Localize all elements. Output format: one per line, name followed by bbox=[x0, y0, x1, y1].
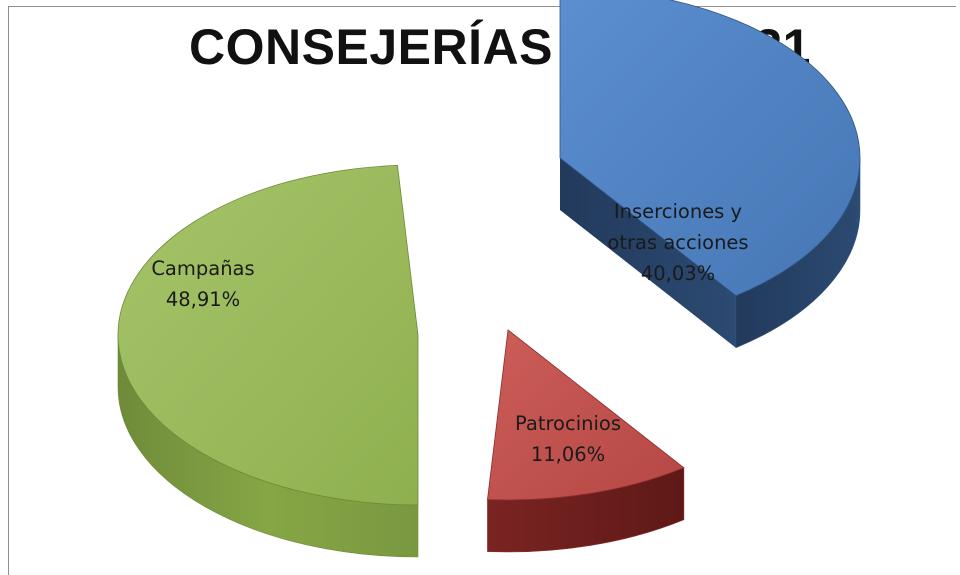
chart-border bbox=[8, 6, 956, 575]
data-label-value: 48,91% bbox=[166, 288, 240, 311]
data-label-inserciones-y-otras-acciones: Inserciones y otras acciones 40,03% bbox=[607, 200, 748, 285]
pie-slice-campa-as bbox=[117, 164, 419, 558]
pie-slice-patrocinios bbox=[487, 329, 685, 553]
slice-top bbox=[559, 0, 861, 297]
data-label-value: 40,03% bbox=[641, 262, 715, 285]
pie-slice-inserciones-y-otras-acciones bbox=[559, 0, 861, 349]
data-label-name: Campañas bbox=[151, 257, 254, 280]
data-label-campa-as: Campañas 48,91% bbox=[151, 257, 254, 311]
data-label-name: Inserciones y bbox=[614, 200, 742, 223]
slice-top bbox=[117, 164, 419, 506]
data-label-value: 11,06% bbox=[531, 443, 605, 466]
slice-top bbox=[487, 329, 685, 501]
data-label-name: otras acciones bbox=[607, 231, 748, 254]
data-label-name: Patrocinios bbox=[515, 412, 621, 435]
slice-wall-end bbox=[560, 158, 736, 348]
data-label-patrocinios: Patrocinios 11,06% bbox=[515, 412, 621, 466]
